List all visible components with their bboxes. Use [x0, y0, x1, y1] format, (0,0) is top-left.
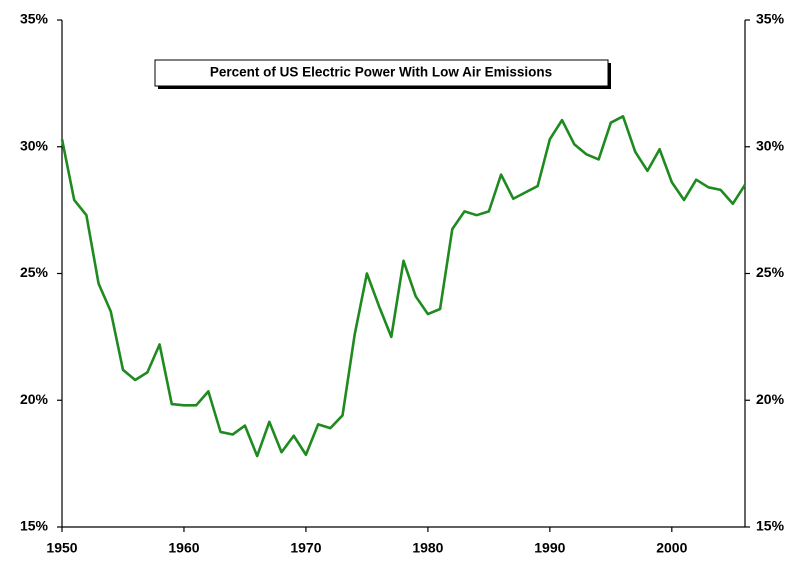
- y-tick-label: 15%: [20, 518, 49, 534]
- y-tick-label: 30%: [20, 137, 49, 153]
- x-tick-label: 1990: [534, 540, 565, 556]
- chart-title: Percent of US Electric Power With Low Ai…: [210, 65, 552, 80]
- line: [60, 115, 747, 458]
- x-tick-label: 2000: [656, 540, 687, 556]
- y-tick-label: 20%: [20, 391, 49, 407]
- x-tick-label: 1980: [412, 540, 443, 556]
- x-tick-label: 1960: [168, 540, 199, 556]
- x-tick-label: 1950: [46, 540, 77, 556]
- y-tick-label: 35%: [20, 11, 49, 27]
- y2-tick-label: 15%: [756, 518, 785, 534]
- title-box: [154, 59, 609, 87]
- y2-tick-label: 25%: [756, 264, 785, 280]
- x-tick-label: 1970: [290, 540, 321, 556]
- y2-tick-label: 20%: [756, 391, 785, 407]
- y2-tick-label: 30%: [756, 137, 785, 153]
- y2-tick-label: 35%: [756, 11, 785, 27]
- y-tick-label: 25%: [20, 264, 49, 280]
